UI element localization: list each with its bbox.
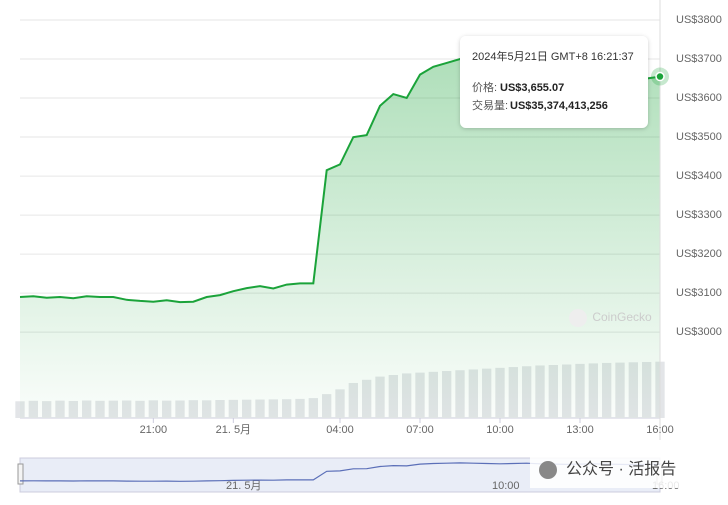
footer-watermark: 公众号 · 活报告 xyxy=(566,460,676,478)
y-tick-label: US$3700 xyxy=(676,53,722,65)
tooltip-volume-label: 交易量: xyxy=(472,98,508,112)
hover-point xyxy=(655,71,665,82)
watermark: CoinGecko xyxy=(592,310,652,324)
x-tick-label: 16:00 xyxy=(646,424,674,436)
tooltip-price-label: 价格: xyxy=(472,80,497,94)
x-tick-label: 04:00 xyxy=(326,424,354,436)
x-tick-label: 13:00 xyxy=(566,424,594,436)
y-tick-label: US$3200 xyxy=(676,248,722,260)
y-tick-label: US$3500 xyxy=(676,131,722,143)
tooltip-date: 2024年5月21日 GMT+8 16:21:37 xyxy=(472,49,634,63)
x-tick-label: 21:00 xyxy=(140,424,168,436)
x-tick-label: 21. 5月 xyxy=(216,424,251,436)
x-tick-label: 07:00 xyxy=(406,424,434,436)
navigator-label: 21. 5月 xyxy=(226,480,261,492)
y-tick-label: US$3000 xyxy=(676,326,722,338)
tooltip-box xyxy=(460,36,648,128)
footer-icon xyxy=(539,461,557,479)
y-tick-label: US$3800 xyxy=(676,14,722,26)
price-area xyxy=(20,59,660,418)
y-tick-label: US$3100 xyxy=(676,287,722,299)
y-tick-label: US$3300 xyxy=(676,209,722,221)
y-tick-label: US$3400 xyxy=(676,170,722,182)
navigator-label: 10:00 xyxy=(492,480,520,492)
watermark-logo xyxy=(569,309,587,327)
footer-bg xyxy=(530,452,720,488)
navigator-handle[interactable] xyxy=(17,463,24,485)
tooltip-volume: US$35,374,413,256 xyxy=(510,100,608,112)
tooltip-price: US$3,655.07 xyxy=(500,82,564,94)
y-tick-label: US$3600 xyxy=(676,92,722,104)
x-tick-label: 10:00 xyxy=(486,424,514,436)
tooltip: 2024年5月21日 GMT+8 16:21:37 价格: US$3,655.0… xyxy=(460,36,648,128)
